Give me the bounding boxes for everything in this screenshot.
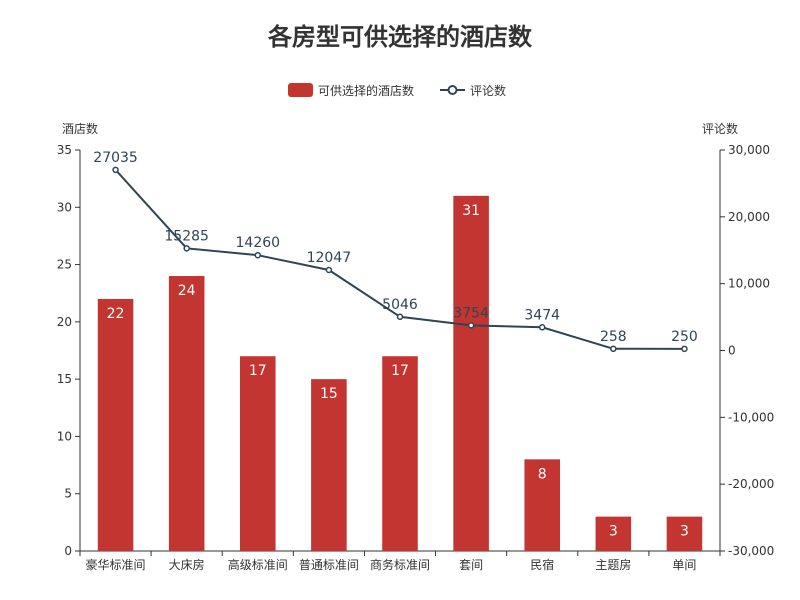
x-category-label: 单间 xyxy=(672,558,696,572)
left-tick-label: 25 xyxy=(57,258,72,272)
legend-item-bar[interactable]: 可供选择的酒店数 xyxy=(288,83,414,98)
line-value-label: 15285 xyxy=(164,228,209,244)
left-tick-label: 20 xyxy=(57,315,72,329)
bar[interactable] xyxy=(453,195,489,552)
line-point[interactable] xyxy=(610,345,617,353)
left-tick-label: 10 xyxy=(57,429,72,443)
left-tick-label: 0 xyxy=(64,544,72,558)
x-category-label: 普通标准间 xyxy=(299,558,359,572)
legend-bar-label: 可供选择的酒店数 xyxy=(318,83,414,98)
bar-value-label: 31 xyxy=(462,203,480,219)
x-category-label: 高级标准间 xyxy=(228,557,288,572)
line-value-label: 250 xyxy=(671,329,698,345)
x-category-label: 民宿 xyxy=(530,557,554,572)
right-tick-label: 0 xyxy=(728,344,736,358)
bar[interactable] xyxy=(382,356,418,551)
line-point[interactable] xyxy=(538,324,546,331)
line-value-label: 3474 xyxy=(524,307,560,323)
x-category-label: 套间 xyxy=(459,558,483,572)
x-axis-ticks: 豪华标准间 大床房 高级标准间 普通标准间 商务标准间 套间 民宿 主题房 单间 xyxy=(79,551,721,572)
right-tick-label: -10,000 xyxy=(728,410,774,424)
chart-title: 各房型可供选择的酒店数 xyxy=(267,23,533,51)
left-axis-ticks: 0 5 10 15 20 25 30 35 xyxy=(57,143,80,558)
legend-line-marker-icon xyxy=(447,85,458,95)
left-tick-label: 30 xyxy=(57,200,72,214)
line-point[interactable] xyxy=(681,345,688,353)
bar-series: 22 24 17 15 17 31 8 3 3 xyxy=(97,195,703,552)
left-tick-label: 5 xyxy=(64,487,72,501)
bar-value-label: 8 xyxy=(538,466,547,482)
x-category-label: 主题房 xyxy=(595,557,631,572)
right-tick-label: 10,000 xyxy=(728,277,770,291)
bar[interactable] xyxy=(97,298,134,551)
bar[interactable] xyxy=(240,356,276,551)
legend-bar-swatch xyxy=(288,83,313,97)
right-tick-label: 20,000 xyxy=(728,210,770,224)
left-axis-name: 酒店数 xyxy=(62,121,98,136)
line-point[interactable] xyxy=(467,322,475,329)
line-point[interactable] xyxy=(396,313,404,321)
line-value-label: 258 xyxy=(600,329,627,345)
bar-value-label: 17 xyxy=(391,363,409,379)
right-tick-label: -30,000 xyxy=(728,544,774,558)
bar-value-label: 3 xyxy=(609,524,618,540)
left-tick-label: 15 xyxy=(57,372,72,386)
line-point[interactable] xyxy=(254,251,262,259)
legend-line-label: 评论数 xyxy=(470,83,506,98)
right-axis-ticks: -30,000 -20,000 -10,000 0 10,000 20,000 30,000 xyxy=(720,143,774,558)
right-tick-label: 30,000 xyxy=(728,143,770,157)
x-category-label: 商务标准间 xyxy=(370,557,430,572)
bar-value-label: 17 xyxy=(249,363,267,379)
line-series: 27035 15285 14260 12047 5046 3754 3474 258 250 xyxy=(93,150,698,353)
legend[interactable]: 可供选择的酒店数 评论数 xyxy=(288,83,506,98)
bar-value-label: 22 xyxy=(107,306,125,322)
line-value-label: 3754 xyxy=(453,305,489,321)
line-point[interactable] xyxy=(183,245,190,252)
legend-item-line[interactable]: 评论数 xyxy=(440,83,506,98)
line-value-label: 27035 xyxy=(93,150,138,166)
bar-value-label: 15 xyxy=(320,386,338,402)
left-tick-label: 35 xyxy=(57,143,72,157)
bar[interactable] xyxy=(666,516,703,551)
x-category-label: 大床房 xyxy=(169,557,205,572)
line-value-label: 5046 xyxy=(382,297,418,313)
right-tick-label: -20,000 xyxy=(728,477,774,491)
bar[interactable] xyxy=(311,379,347,551)
line-point[interactable] xyxy=(112,166,119,174)
line-point[interactable] xyxy=(325,266,333,274)
bar[interactable] xyxy=(524,459,560,551)
bar[interactable] xyxy=(168,276,205,551)
line-value-label: 14260 xyxy=(236,235,281,251)
bar-value-label: 24 xyxy=(178,283,196,299)
x-category-label: 豪华标准间 xyxy=(86,557,146,572)
bar[interactable] xyxy=(595,516,632,551)
line-value-label: 12047 xyxy=(307,250,352,266)
right-axis-name: 评论数 xyxy=(702,121,738,136)
bar-value-label: 3 xyxy=(680,524,689,540)
